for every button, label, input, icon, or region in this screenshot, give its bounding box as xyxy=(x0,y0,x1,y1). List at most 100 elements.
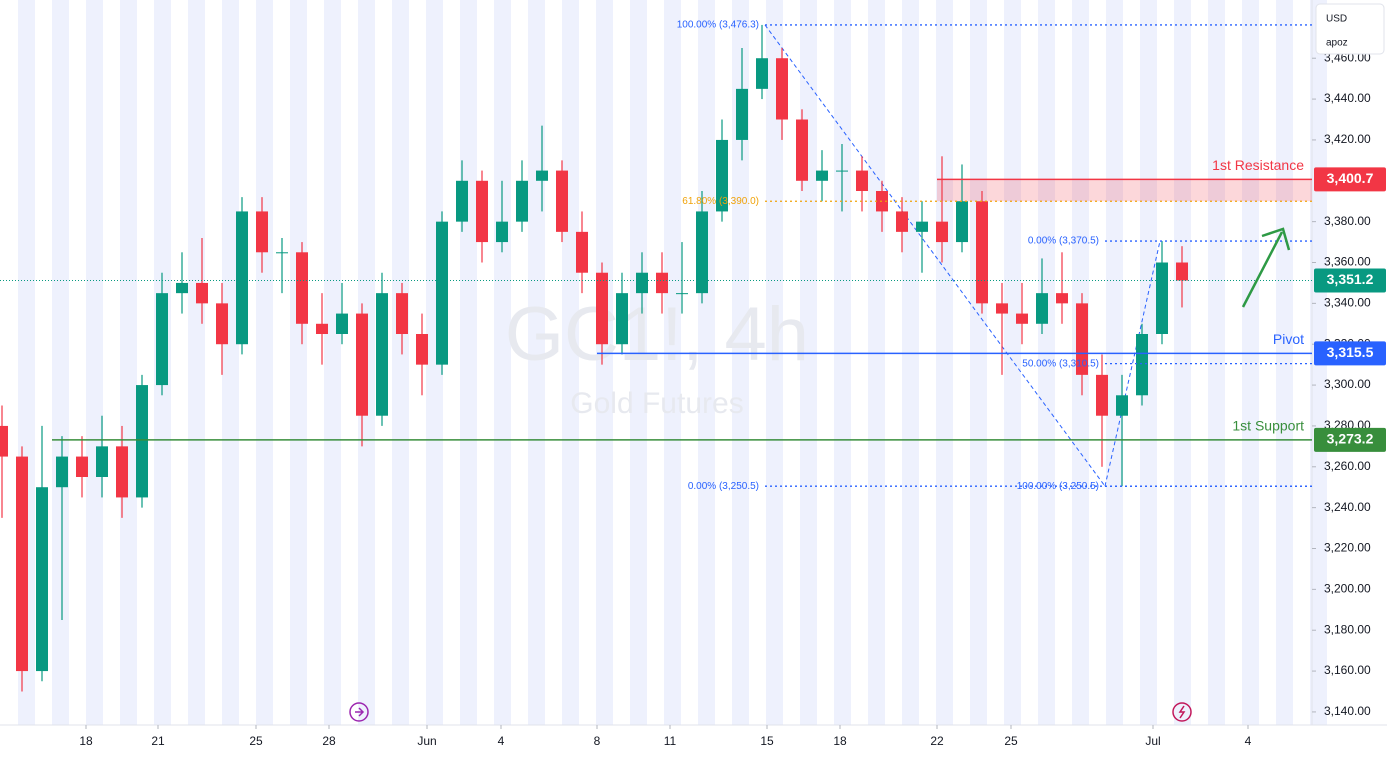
currency: USD xyxy=(1326,14,1347,25)
x-tick-label: Jul xyxy=(1145,734,1160,748)
x-tick-label: 8 xyxy=(594,734,601,748)
x-tick-label: 25 xyxy=(249,734,263,748)
candle-body xyxy=(1076,303,1088,375)
session-band xyxy=(1004,0,1021,725)
session-band xyxy=(222,0,239,725)
candle-body xyxy=(116,446,128,498)
y-tick-label: 3,200.00 xyxy=(1324,582,1371,596)
x-tick-label: 4 xyxy=(1245,734,1252,748)
plot-layer: 3,140.00 3,160.00 3,180.00 3,200.00 3,220.00… xyxy=(0,20,1386,748)
candle-body xyxy=(996,303,1008,314)
level-name: 1st Resistance xyxy=(1212,157,1304,173)
fib-label: 0.00% (3,370.5) xyxy=(1028,236,1099,247)
candle-body xyxy=(616,293,628,345)
candle-body xyxy=(336,313,348,335)
session-band xyxy=(630,0,647,725)
session-band xyxy=(1208,0,1225,725)
session-band xyxy=(1106,0,1123,725)
event-icon-bolt xyxy=(1178,705,1186,719)
y-tick-label: 3,440.00 xyxy=(1324,91,1371,105)
session-band xyxy=(1242,0,1259,725)
session-band xyxy=(800,0,817,725)
session-band xyxy=(596,0,613,725)
candle-body xyxy=(376,293,388,416)
x-tick-label: 22 xyxy=(930,734,944,748)
x-tick-label: 15 xyxy=(760,734,774,748)
resistance-zone xyxy=(937,179,1312,202)
candle-body xyxy=(1096,374,1108,416)
session-band xyxy=(698,0,715,725)
candle-body xyxy=(96,446,108,478)
session-band xyxy=(902,0,919,725)
fib-label: 100.00% (3,476.3) xyxy=(677,20,759,31)
candle-body xyxy=(496,221,508,243)
candle-body xyxy=(956,201,968,243)
session-band xyxy=(494,0,511,725)
candle-body xyxy=(736,88,748,140)
candle-body xyxy=(136,385,148,498)
session-band xyxy=(766,0,783,725)
y-tick-label: 3,240.00 xyxy=(1324,500,1371,514)
candle-body xyxy=(896,211,908,232)
y-tick-label: 3,360.00 xyxy=(1324,255,1371,269)
candle-body xyxy=(1176,262,1188,281)
y-tick-label: 3,160.00 xyxy=(1324,663,1371,677)
candle-body xyxy=(276,252,288,254)
candle-body xyxy=(1156,262,1168,335)
candle-body xyxy=(656,272,668,294)
watermark-title: GC1!, 4h xyxy=(505,292,809,377)
candle-body xyxy=(516,180,528,222)
candle-body xyxy=(416,334,428,365)
event-icon[interactable] xyxy=(1172,702,1192,722)
candle-body xyxy=(36,487,48,672)
candle-body xyxy=(56,456,68,488)
user: apoz xyxy=(1326,38,1348,49)
fib-label: 0.00% (3,250.5) xyxy=(688,481,759,492)
session-band xyxy=(868,0,885,725)
candle-body xyxy=(716,139,728,212)
price-tag xyxy=(1314,341,1386,366)
y-tick-label: 3,420.00 xyxy=(1324,132,1371,146)
session-band xyxy=(936,0,953,725)
candle-body xyxy=(596,272,608,345)
candle-body xyxy=(296,252,308,324)
x-tick-label: 28 xyxy=(322,734,336,748)
candle-body xyxy=(636,272,648,294)
candle-body xyxy=(916,221,928,232)
session-band xyxy=(188,0,205,725)
candle-body xyxy=(256,211,268,253)
y-tick-label: 3,380.00 xyxy=(1324,214,1371,228)
candle-body xyxy=(536,170,548,181)
candle-body xyxy=(1136,334,1148,396)
y-tick-label: 3,300.00 xyxy=(1324,377,1371,391)
candle-body xyxy=(236,211,248,345)
session-band xyxy=(52,0,69,725)
session-band xyxy=(1174,0,1191,725)
candle-body xyxy=(776,58,788,120)
currency-box[interactable] xyxy=(1315,3,1385,55)
fib-label: 61.80% (3,390.0) xyxy=(682,196,759,207)
y-tick-label: 3,220.00 xyxy=(1324,541,1371,555)
session-band xyxy=(256,0,273,725)
event-icon[interactable] xyxy=(349,702,369,722)
candle-body xyxy=(1016,313,1028,324)
session-band xyxy=(392,0,409,725)
up-arrow xyxy=(1241,227,1291,308)
session-band xyxy=(732,0,749,725)
candle-body xyxy=(696,211,708,294)
candle-body xyxy=(676,293,688,295)
x-tick-label: 21 xyxy=(151,734,165,748)
last-price-tag xyxy=(1314,268,1386,293)
candle-body xyxy=(356,313,368,416)
fib-diagonal xyxy=(764,24,1106,487)
fib-label: 100.00% (3,250.5) xyxy=(1017,481,1099,492)
y-tick-label: 3,140.00 xyxy=(1324,704,1371,718)
candle-body xyxy=(936,221,948,243)
candle-body xyxy=(836,170,848,172)
x-tick-label: 25 xyxy=(1004,734,1018,748)
candle-body xyxy=(816,170,828,181)
level-name: Pivot xyxy=(1273,331,1304,347)
candle-body xyxy=(1116,395,1128,416)
candle-body xyxy=(556,170,568,232)
candle-body xyxy=(476,180,488,243)
